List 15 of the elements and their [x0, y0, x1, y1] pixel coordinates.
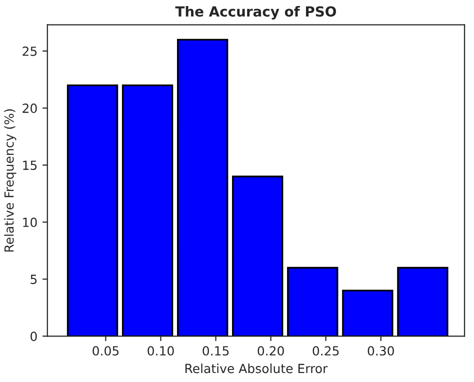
- x-tick-label: 0.20: [258, 346, 284, 356]
- x-tick-label: 0.10: [148, 346, 174, 356]
- y-tick-label: 10: [23, 218, 37, 228]
- x-axis-title: Relative Absolute Error: [185, 364, 328, 374]
- y-tick-label: 5: [30, 274, 37, 284]
- y-tick-label: 0: [30, 332, 37, 342]
- x-tick-label: 0.25: [312, 346, 339, 356]
- y-axis-title: Relative Frequency (%): [4, 109, 16, 252]
- y-tick-label: 25: [22, 46, 37, 56]
- chart-title: The Accuracy of PSO: [175, 6, 336, 20]
- x-tick-label: 0.30: [368, 346, 394, 356]
- x-tick-label: 0.05: [92, 346, 119, 356]
- y-tick-label: 15: [23, 160, 37, 170]
- x-tick-label: 0.15: [202, 346, 229, 356]
- y-tick-label: 20: [22, 104, 37, 114]
